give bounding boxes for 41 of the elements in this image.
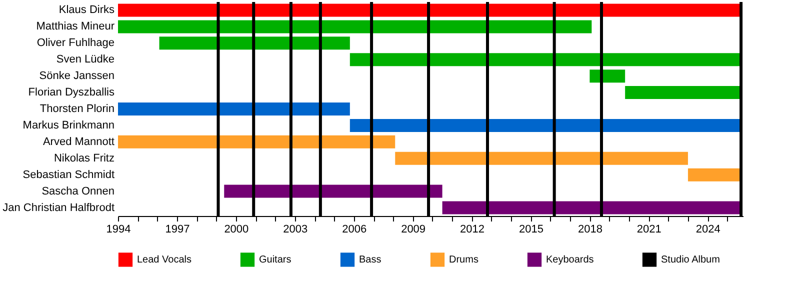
bar bbox=[118, 102, 350, 116]
legend-label: Studio Album bbox=[661, 254, 720, 266]
y-tick-label: Sönke Janssen bbox=[39, 70, 114, 82]
x-tick-label: 2024 bbox=[696, 224, 720, 236]
bar bbox=[688, 168, 742, 182]
bar bbox=[350, 118, 742, 132]
y-tick-label: Oliver Fuhlhage bbox=[36, 37, 114, 50]
x-tick-label: 2018 bbox=[578, 224, 602, 236]
bar bbox=[118, 4, 742, 17]
bar bbox=[350, 53, 742, 66]
y-tick-label: Sven Lüdke bbox=[56, 54, 114, 66]
bar bbox=[159, 36, 350, 50]
x-tick-label: 2012 bbox=[460, 224, 485, 236]
y-tick-label: Arved Mannott bbox=[42, 136, 114, 148]
y-tick-label: Matthias Mineur bbox=[36, 20, 115, 33]
x-tick-label: 2015 bbox=[518, 224, 544, 236]
bar bbox=[625, 86, 742, 100]
y-tick-label: Nikolas Fritz bbox=[54, 152, 114, 164]
y-tick-label: Jan Christian Halfbrodt bbox=[2, 202, 114, 214]
y-tick-label: Sascha Onnen bbox=[42, 185, 114, 198]
x-tick-label: 1997 bbox=[165, 224, 190, 236]
x-tick-label: 2009 bbox=[401, 224, 426, 236]
y-tick-label: Klaus Dirks bbox=[58, 4, 115, 16]
legend-label: Bass bbox=[359, 254, 382, 266]
x-tick-label: 1994 bbox=[106, 224, 131, 236]
bar bbox=[442, 201, 742, 214]
y-tick-label: Thorsten Plorin bbox=[40, 103, 114, 115]
y-tick-label: Sebastian Schmidt bbox=[22, 168, 114, 181]
x-tick-label: 2003 bbox=[283, 224, 308, 236]
bar bbox=[118, 135, 396, 148]
legend-label: Drums bbox=[449, 254, 478, 266]
x-tick-label: 2006 bbox=[342, 224, 367, 236]
bar bbox=[590, 70, 626, 83]
legend-label: Keyboards bbox=[546, 254, 594, 266]
y-tick-label: Florian Dyszballis bbox=[28, 86, 115, 99]
y-tick-label: Markus Brinkmann bbox=[22, 119, 114, 132]
legend-label: Guitars bbox=[259, 254, 292, 266]
x-tick-label: 2021 bbox=[636, 224, 662, 236]
x-tick-label: 2000 bbox=[224, 224, 249, 236]
bar bbox=[395, 152, 688, 165]
legend-label: Lead Vocals bbox=[137, 254, 192, 266]
